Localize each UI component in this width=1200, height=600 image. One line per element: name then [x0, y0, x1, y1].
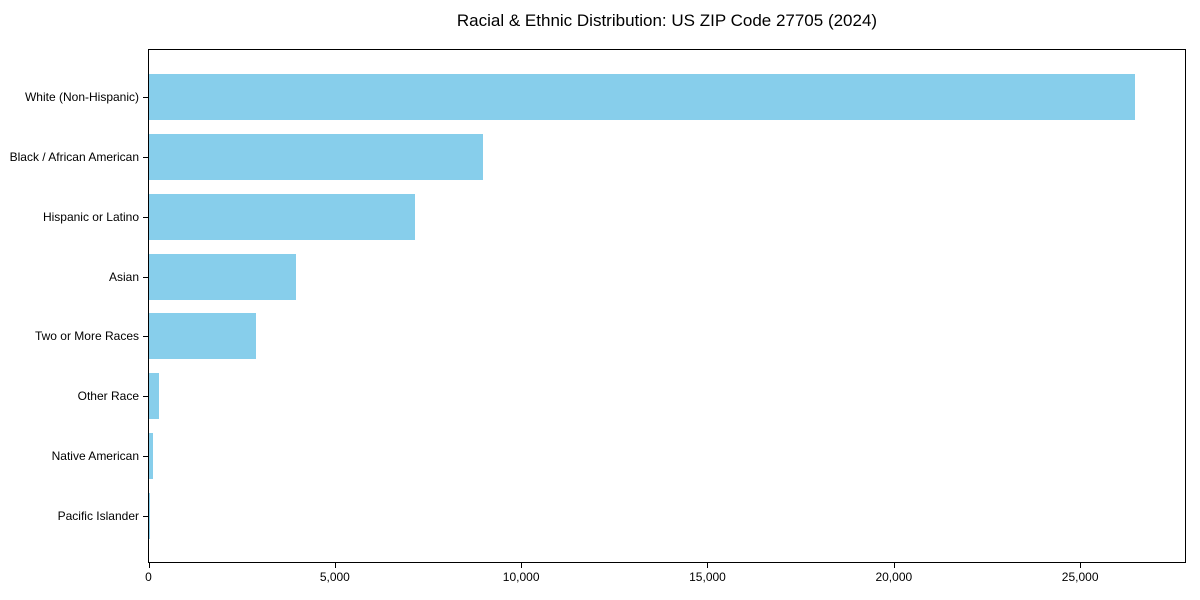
- y-axis-label-asian: Asian: [108, 269, 139, 284]
- plot-area: [148, 49, 1186, 563]
- x-axis-label: 5,000: [319, 570, 350, 584]
- y-axis-label-native-american: Native American: [51, 449, 139, 464]
- x-axis-label: 20,000: [875, 570, 913, 584]
- x-axis-tick: [893, 563, 895, 568]
- bar-black-african-american: [149, 133, 483, 180]
- y-axis-label-two-or-more-races: Two or More Races: [34, 329, 139, 344]
- bar-other-race: [149, 373, 160, 420]
- bar-white-non-hispanic: [149, 74, 1136, 120]
- bar-pacific-islander: [149, 493, 150, 540]
- bar-two-or-more-races: [149, 313, 256, 360]
- bar-hispanic-or-latino: [149, 193, 416, 240]
- x-axis-label: 25,000: [1061, 570, 1099, 584]
- x-axis-label: 0: [145, 570, 152, 584]
- y-axis-tick: [143, 396, 148, 398]
- x-axis-tick: [1080, 563, 1082, 568]
- x-axis-tick: [521, 563, 523, 568]
- bar-native-american: [149, 433, 154, 480]
- y-axis-tick: [143, 276, 148, 278]
- y-axis-tick: [143, 156, 148, 158]
- x-axis-label: 10,000: [502, 570, 540, 584]
- y-axis-tick: [143, 97, 148, 98]
- x-axis-label: 15,000: [689, 570, 726, 584]
- bar-asian: [149, 253, 296, 300]
- y-axis-label-hispanic-or-latino: Hispanic or Latino: [42, 209, 139, 224]
- y-axis-tick: [143, 456, 148, 458]
- y-axis-label-other-race: Other Race: [77, 389, 139, 404]
- y-axis-label-white-non-hispanic: White (Non-Hispanic): [24, 90, 139, 104]
- y-axis-tick: [143, 516, 148, 518]
- x-axis-tick: [334, 563, 336, 568]
- y-axis-tick: [143, 336, 148, 338]
- x-axis-tick: [148, 563, 150, 568]
- y-axis-label-pacific-islander: Pacific Islander: [57, 509, 139, 524]
- y-axis-tick: [143, 216, 148, 218]
- y-axis-label-black-african-american: Black / African American: [9, 149, 139, 164]
- chart-title: Racial & Ethnic Distribution: US ZIP Cod…: [456, 11, 878, 30]
- x-axis-tick: [707, 563, 709, 568]
